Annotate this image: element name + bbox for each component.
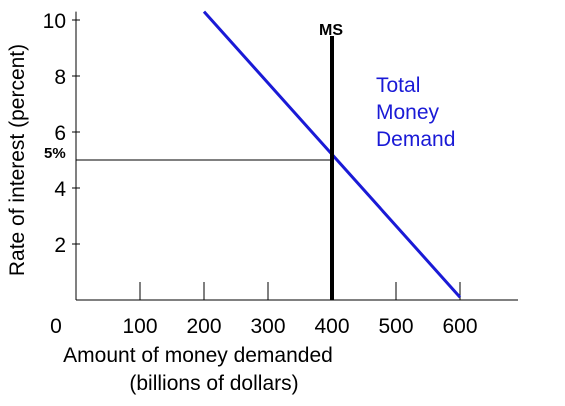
y-tick-label: 8 (54, 66, 66, 89)
y-tick-label: 4 (54, 178, 66, 201)
x-tick-label: 600 (442, 315, 477, 338)
series: 5% Total Money Demand MS (44, 10, 462, 300)
money-demand-label: Money (376, 101, 440, 124)
x-tick-label: 400 (314, 315, 349, 338)
x-tick-label: 500 (378, 315, 413, 338)
money-supply-label: MS (319, 22, 343, 39)
x-tick-label: 0 (50, 315, 62, 338)
equilibrium-rate-label: 5% (44, 145, 66, 162)
money-demand-label: Total (376, 74, 420, 97)
y-axis-label: Rate of interest (percent) (6, 44, 29, 276)
x-axis-label: Amount of money demanded (63, 344, 333, 367)
x-axis-label-line2: (billions of dollars) (129, 372, 298, 395)
y-tick-label: 2 (54, 234, 66, 257)
x-tick-label: 100 (122, 315, 157, 338)
axes (75, 11, 518, 301)
y-tick-label: 6 (54, 122, 66, 145)
y-tick-label: 10 (43, 10, 66, 33)
money-demand-label: Demand (376, 128, 455, 151)
x-tick-label: 200 (186, 315, 221, 338)
x-tick-label: 300 (250, 315, 285, 338)
